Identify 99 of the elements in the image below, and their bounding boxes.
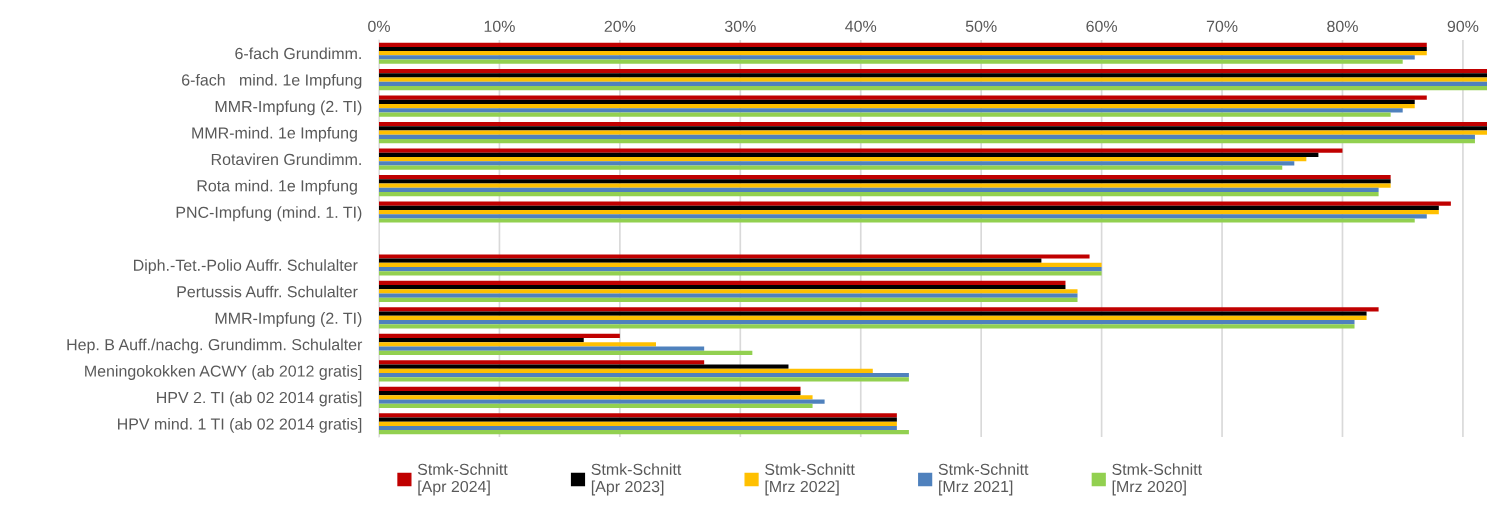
bar — [379, 315, 1367, 321]
x-tick-label: 90% — [1447, 20, 1479, 32]
bar — [379, 55, 1415, 60]
bar — [379, 403, 813, 408]
x-tick-label: 40% — [845, 20, 877, 32]
bar — [379, 413, 897, 418]
bar — [379, 134, 1475, 139]
bar — [379, 148, 1343, 153]
legend-label: Stmk-Schnitt [Apr 2024] — [417, 463, 508, 496]
bar — [379, 179, 1391, 184]
y-tick-label: Meningokokken ACWY (ab 2012 gratis] — [85, 365, 362, 380]
bar — [379, 201, 1451, 206]
bar — [379, 183, 1391, 188]
bar — [379, 108, 1403, 113]
bar — [379, 112, 1391, 117]
bar — [379, 360, 705, 365]
bar — [379, 338, 584, 343]
bar — [379, 346, 705, 351]
y-tick-label: HPV 2. TI (ab 02 2014 gratis] — [157, 391, 362, 407]
y-tick-label: MMR-Impfung (2. TI) — [215, 312, 362, 327]
bar — [379, 390, 801, 396]
bar — [379, 280, 1066, 286]
bar — [379, 138, 1475, 144]
bar — [379, 174, 1391, 180]
x-tick-label: 10% — [484, 20, 515, 32]
bar — [379, 187, 1379, 192]
legend-label: Stmk-Schnitt [Mrz 2022] — [765, 463, 855, 496]
bar — [379, 267, 1102, 272]
bar — [379, 350, 753, 355]
bar — [379, 377, 909, 382]
y-tick-label: PNC-Impfung (mind. 1. TI) — [176, 206, 362, 222]
x-tick-label: 60% — [1086, 20, 1118, 32]
bar — [379, 73, 1487, 78]
bar — [379, 214, 1427, 219]
bar — [379, 372, 909, 378]
bar — [379, 95, 1427, 100]
bar — [379, 285, 1066, 290]
bar — [379, 191, 1379, 197]
bar — [379, 417, 897, 422]
x-tick-label: 50% — [965, 20, 997, 32]
bar — [379, 209, 1439, 215]
bar — [379, 386, 801, 391]
y-tick-label: HPV mind. 1 TI (ab 02 2014 gratis] — [118, 417, 362, 433]
bar — [379, 421, 897, 426]
bar — [379, 262, 1102, 268]
bar — [379, 165, 1283, 170]
bar — [379, 364, 789, 369]
bar — [379, 86, 1487, 91]
y-tick-label: 6-fach Grundimm. — [235, 47, 361, 60]
bar — [379, 161, 1295, 166]
bar — [379, 51, 1427, 56]
bar — [379, 99, 1415, 105]
y-tick-label: Rotaviren Grundimm. — [211, 153, 361, 166]
bar — [379, 395, 813, 400]
y-tick-label: MMR-mind. 1e Impfung — [192, 126, 357, 142]
bar — [379, 430, 909, 435]
legend-label: Stmk-Schnitt [Mrz 2021] — [938, 463, 1029, 496]
y-tick-label: Rota mind. 1e Impfung — [197, 179, 357, 195]
bar — [379, 254, 1090, 259]
x-tick-label: 70% — [1206, 20, 1238, 32]
bar — [379, 77, 1487, 82]
x-tick-label: 80% — [1327, 20, 1358, 32]
bar — [379, 320, 1355, 325]
bar — [379, 271, 1102, 276]
bar — [379, 156, 1307, 162]
bar — [379, 333, 620, 339]
bar — [379, 42, 1427, 47]
bar — [379, 218, 1415, 223]
bar — [379, 126, 1487, 131]
bar — [379, 258, 1042, 263]
x-tick-label: 20% — [604, 20, 636, 32]
x-tick-label: 0% — [368, 20, 390, 32]
bar — [379, 130, 1487, 135]
bar — [379, 425, 897, 431]
bar — [379, 307, 1379, 312]
bar — [379, 46, 1427, 52]
y-tick-label: Hep. B Auff./nachg. Grundimm. Schulalter — [67, 338, 363, 354]
bar — [379, 205, 1439, 210]
legend-label: Stmk-Schnitt [Apr 2023] — [591, 463, 682, 496]
y-tick-label: MMR-Impfung (2. TI) — [215, 100, 362, 116]
bar — [379, 81, 1487, 87]
bar — [379, 289, 1078, 294]
bar — [379, 69, 1487, 74]
y-tick-label: Pertussis Auffr. Schulalter — [177, 285, 358, 298]
y-tick-label: Diph.-Tet.-Polio Auffr. Schulalter — [134, 259, 358, 275]
bar — [379, 399, 825, 404]
bar — [379, 104, 1415, 109]
bar — [379, 293, 1078, 298]
bar — [379, 297, 1078, 303]
bar — [379, 342, 656, 347]
bar — [379, 122, 1487, 127]
bar — [379, 324, 1355, 329]
bar — [379, 311, 1367, 316]
x-tick-label: 30% — [724, 20, 756, 32]
bar — [379, 152, 1319, 157]
legend-label: Stmk-Schnitt [Mrz 2020] — [1112, 463, 1202, 496]
bar — [379, 368, 873, 373]
y-tick-label: 6-fach mind. 1e Impfung — [182, 73, 362, 89]
bar — [379, 59, 1403, 64]
